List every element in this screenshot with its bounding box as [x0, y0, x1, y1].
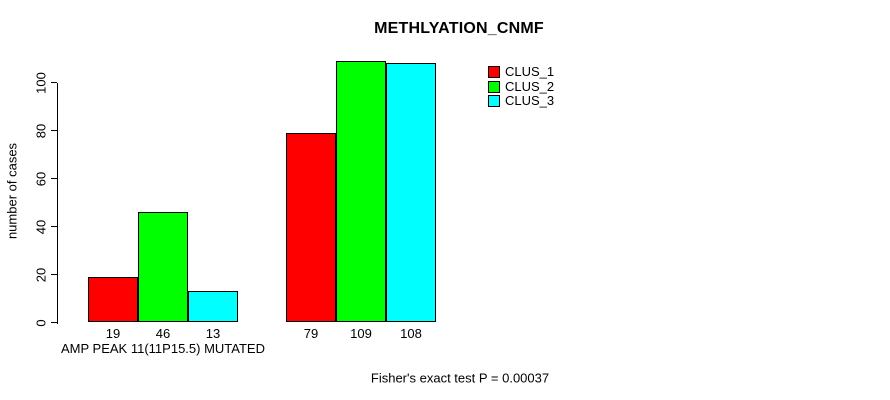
legend-item: CLUS_2	[488, 78, 555, 94]
bar-clus_3	[386, 63, 436, 323]
bar-value-label: 79	[303, 326, 319, 341]
bar-value-label: 109	[350, 326, 372, 341]
legend-item-label: CLUS_3	[505, 93, 555, 109]
bar-clus_2	[336, 60, 386, 323]
y-tick	[51, 226, 57, 227]
legend-item-label: CLUS_1	[505, 64, 555, 79]
y-axis-title: number of cases	[4, 142, 20, 240]
bar-clus_3	[188, 291, 238, 323]
legend-swatch-clus_3	[488, 95, 500, 108]
y-tick	[51, 130, 57, 131]
group-label: AMP PEAK 11(11P15.5) MUTATED	[61, 341, 265, 356]
y-tick-label: 100	[33, 71, 49, 94]
legend-swatch-clus_2	[488, 80, 500, 93]
chart-title: METHLYATION_CNMF	[374, 20, 544, 37]
annotation-text: Fisher's exact test P = 0.00037	[370, 370, 550, 386]
y-tick	[51, 178, 57, 179]
legend-item: CLUS_1	[488, 64, 555, 79]
y-tick-label: 20	[33, 267, 49, 282]
bar-value-label: 19	[105, 326, 121, 341]
y-tick	[51, 322, 57, 323]
bar-value-label: 108	[400, 326, 422, 341]
legend-swatch-clus_1	[488, 66, 500, 78]
bar-clus_1	[286, 132, 336, 323]
bar-value-label: 13	[205, 326, 221, 341]
y-tick	[51, 274, 57, 275]
bar-clus_2	[138, 212, 188, 323]
bar-value-label: 46	[155, 326, 171, 341]
legend: CLUS_1 CLUS_2 CLUS_3	[488, 64, 555, 110]
bar-clus_1	[88, 276, 138, 323]
legend-item: CLUS_3	[488, 93, 555, 109]
y-tick-label: 40	[33, 219, 49, 234]
y-axis-line	[57, 82, 58, 324]
y-tick-label: 80	[33, 123, 49, 138]
y-tick	[51, 82, 57, 83]
legend-item-label: CLUS_2	[505, 78, 555, 94]
y-tick-label: 0	[33, 318, 49, 327]
y-tick-label: 60	[33, 171, 49, 186]
